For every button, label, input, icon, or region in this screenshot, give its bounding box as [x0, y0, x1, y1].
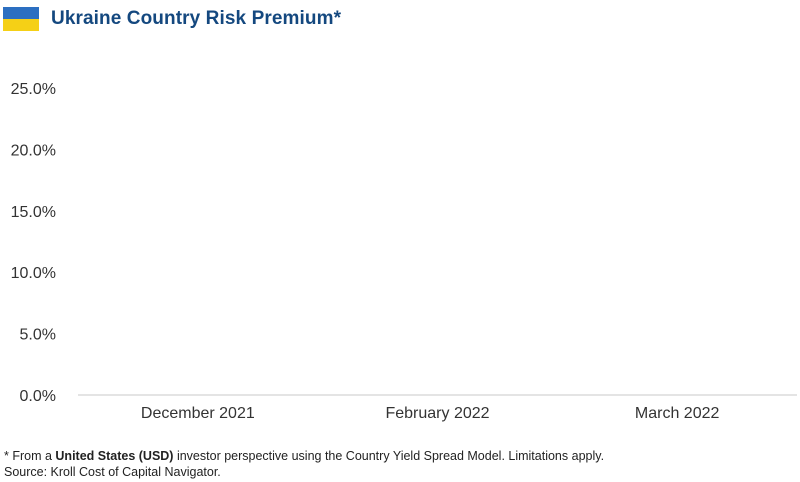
- chart-title: Ukraine Country Risk Premium*: [51, 8, 342, 29]
- y-tick-label: 15.0%: [11, 204, 56, 221]
- footnote-source: Source: Kroll Cost of Capital Navigator.: [4, 465, 221, 479]
- footnote-bold: United States (USD): [55, 449, 174, 463]
- y-tick-label: 5.0%: [20, 327, 56, 344]
- flag-stripe-top: [3, 7, 39, 19]
- y-axis-ticks: 0.0% 5.0% 10.0% 15.0% 20.0% 25.0%: [11, 81, 56, 405]
- footnote-line-1: * From a United States (USD) investor pe…: [4, 448, 604, 464]
- x-tick-label: February 2022: [385, 405, 489, 422]
- chart-plot: 0.0% 5.0% 10.0% 15.0% 20.0% 25.0% December 20…: [11, 81, 797, 422]
- chart-header: Ukraine Country Risk Premium*: [3, 6, 341, 32]
- ukraine-flag-icon: [3, 7, 39, 31]
- y-tick-label: 10.0%: [11, 265, 56, 282]
- y-tick-label: 0.0%: [20, 388, 56, 405]
- footnote-suffix: investor perspective using the Country Y…: [173, 449, 605, 463]
- x-tick-label: December 2021: [141, 405, 255, 422]
- x-axis-ticks: December 2021 February 2022 March 2022: [141, 405, 720, 422]
- flag-stripe-bottom: [3, 19, 39, 31]
- x-tick-label: March 2022: [635, 405, 720, 422]
- y-tick-label: 20.0%: [11, 142, 56, 159]
- footnote-prefix: * From a: [4, 449, 56, 463]
- chart-footnote: * From a United States (USD) investor pe…: [4, 448, 604, 480]
- y-tick-label: 25.0%: [11, 81, 56, 98]
